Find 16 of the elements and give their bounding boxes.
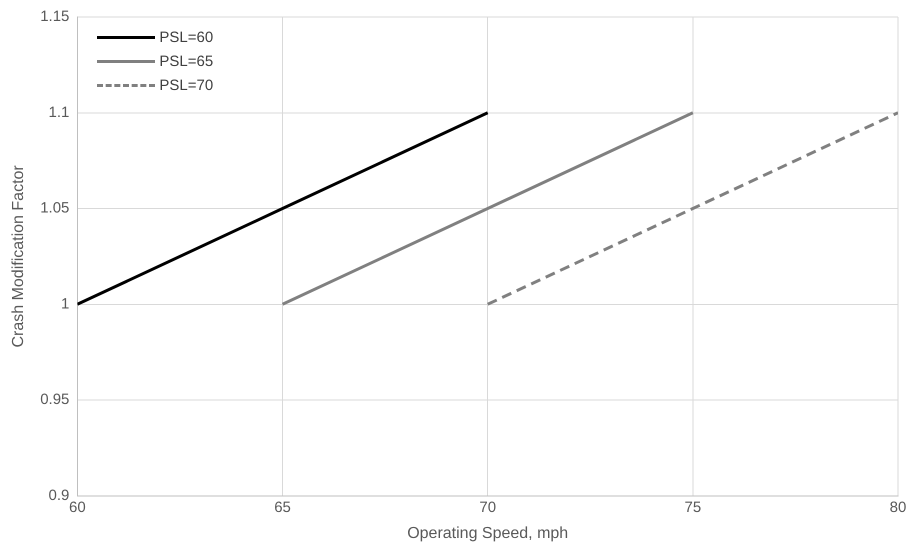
y-tick-label: 0.95 [40, 391, 70, 408]
x-tick-label: 65 [274, 498, 291, 516]
legend-label: PSL=60 [159, 28, 214, 46]
y-tick-label: 1.1 [48, 104, 70, 121]
x-tick-label: 60 [69, 498, 86, 516]
legend-label: PSL=65 [159, 52, 214, 70]
y-axis-title: Crash Modification Factor [10, 164, 28, 348]
y-tick-label: 1.15 [40, 8, 70, 26]
y-tick-label: 1 [61, 295, 70, 312]
y-tick-label: 1.05 [40, 200, 70, 217]
x-tick-label: 75 [684, 498, 702, 516]
y-tick-label: 0.9 [48, 486, 70, 504]
legend-label: PSL=70 [159, 76, 214, 94]
x-axis-title: Operating Speed, mph [407, 524, 568, 542]
x-tick-label: 80 [890, 498, 906, 516]
x-tick-label: 70 [479, 498, 496, 516]
